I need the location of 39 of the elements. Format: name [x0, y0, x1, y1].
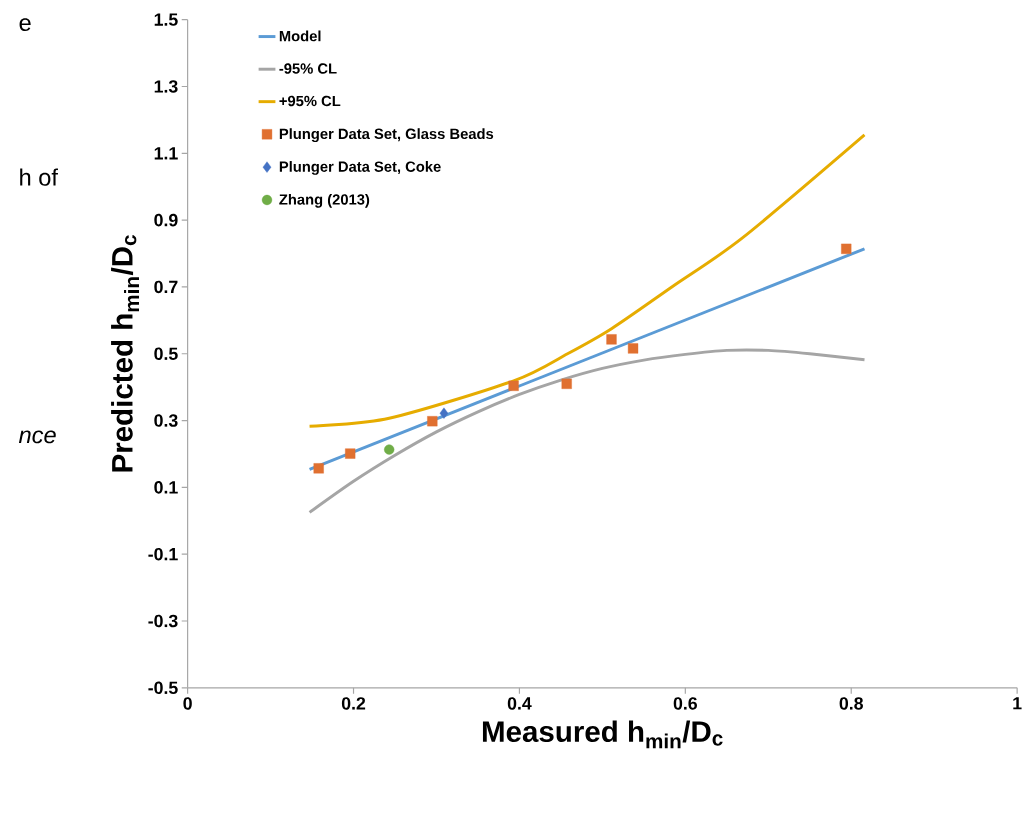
legend-label: -95% CL: [279, 63, 337, 74]
x-tick-label: 0.2: [341, 697, 366, 710]
point: [313, 463, 324, 474]
legend-label: Model: [279, 30, 321, 42]
point: [606, 334, 617, 345]
point: [627, 343, 639, 354]
y-tick-label: -0.1: [148, 548, 178, 561]
x-tick-label: 0.8: [839, 697, 863, 710]
y-tick-label: 1.5: [154, 13, 178, 26]
y-tick-label: 1.3: [154, 80, 178, 93]
line-series: [308, 348, 866, 515]
point: [561, 378, 572, 390]
x-tick-label: 0: [183, 697, 192, 710]
text: e: [19, 18, 31, 32]
point: [841, 243, 852, 255]
y-tick-label: 0.1: [154, 481, 178, 494]
x-tick-label: 0.4: [507, 697, 532, 710]
y-tick-label: -0.3: [148, 614, 178, 628]
point: [384, 444, 395, 455]
point: [427, 416, 438, 427]
x-axis-title: Measured h$_{min}$/D$_{c}$: [482, 720, 723, 749]
x-tick-label: 1: [1013, 697, 1022, 710]
y-axis-title: Predicted h$_{min}$/D$_{c}$: [111, 235, 139, 472]
y-tick-label: 0.9: [154, 213, 178, 227]
legend-label: Plunger Data Set, Coke: [279, 161, 441, 176]
y-tick-label: -0.5: [148, 681, 178, 695]
x-tick-label: 0.6: [673, 697, 697, 710]
y-tick-label: 0.5: [154, 347, 178, 361]
point: [439, 407, 449, 419]
text: nce: [18, 430, 56, 444]
text: h of: [20, 168, 58, 186]
legend-label: +95% CL: [279, 95, 341, 107]
y-tick-label: 1.1: [154, 147, 178, 160]
point: [508, 380, 519, 392]
legend-label: Plunger Data Set, Glass Beads: [279, 128, 494, 143]
y-tick-label: 0.3: [154, 414, 178, 427]
legend-label: Zhang (2013): [279, 194, 370, 208]
y-tick-label: 0.7: [154, 280, 178, 294]
point: [345, 448, 356, 459]
